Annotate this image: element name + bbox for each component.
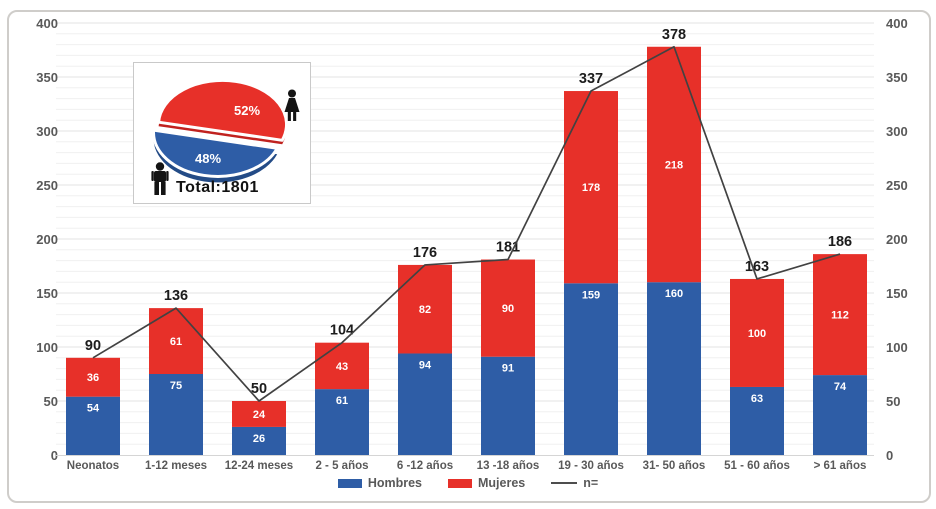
bar-segment-hombres — [315, 389, 369, 455]
bar-segment-mujeres — [647, 46, 701, 283]
y-axis-tick-left: 100 — [36, 340, 58, 355]
bar-value-hombres: 94 — [419, 359, 432, 371]
pie-total-label: Total:1801 — [176, 179, 259, 196]
gender-pie-chart: 52% 48% — [151, 78, 300, 195]
y-axis-tick-left: 300 — [36, 124, 58, 139]
bar-value-mujeres: 100 — [748, 328, 766, 340]
y-axis-tick-left: 200 — [36, 232, 58, 247]
bar-segment-mujeres — [66, 357, 120, 397]
bar-total-label: 50 — [251, 381, 267, 397]
y-axis-tick-left: 250 — [36, 178, 58, 193]
bar-value-mujeres: 112 — [831, 310, 849, 322]
legend-label-hombres: Hombres — [367, 476, 422, 490]
bar-value-mujeres: 178 — [582, 182, 600, 194]
chart-legend: Hombres Mujeres n= — [0, 476, 936, 490]
male-icon — [151, 162, 169, 195]
bar-segment-hombres — [398, 353, 452, 455]
bar-total-label: 104 — [330, 323, 354, 339]
x-axis-category-label: 1-12 meses — [145, 460, 207, 472]
bar-value-mujeres: 218 — [665, 159, 683, 171]
pie-label-hombres: 48% — [195, 151, 221, 166]
bar-value-hombres: 74 — [834, 381, 847, 393]
pie-inset-box: 52% 48% Total:1801 — [133, 62, 311, 204]
bar-value-hombres: 159 — [582, 289, 600, 301]
legend-item-mujeres: Mujeres — [448, 476, 525, 490]
bar-segment-mujeres — [730, 278, 784, 387]
x-axis-category-label: 19 - 30 años — [558, 460, 624, 472]
bar-segment-mujeres — [481, 259, 535, 357]
y-axis-tick-left: 0 — [51, 448, 58, 463]
bar-total-label: 163 — [745, 259, 769, 275]
bar-value-mujeres: 36 — [87, 372, 99, 384]
bar-segment-mujeres — [315, 342, 369, 390]
bar-segment-hombres — [730, 386, 784, 455]
y-axis-tick-left: 150 — [36, 286, 58, 301]
pie-label-mujeres: 52% — [234, 103, 260, 118]
bar-value-hombres: 75 — [170, 380, 182, 392]
bar-value-hombres: 61 — [336, 395, 348, 407]
bar-total-label: 136 — [164, 288, 188, 304]
female-icon — [284, 89, 300, 121]
bar-segment-hombres — [564, 283, 618, 455]
bar-segment-hombres — [232, 426, 286, 455]
n-line-swatch-icon — [551, 482, 578, 484]
y-axis-tick-right: 100 — [886, 340, 908, 355]
bar-value-mujeres: 43 — [336, 361, 348, 373]
bar-value-mujeres: 61 — [170, 336, 182, 348]
bar-value-mujeres: 82 — [419, 304, 431, 316]
bar-total-label: 186 — [828, 234, 852, 250]
x-axis-category-label: 6 -12 años — [397, 460, 453, 472]
x-axis-category-label: > 61 años — [814, 460, 867, 472]
legend-label-mujeres: Mujeres — [478, 476, 526, 490]
x-axis-category-label: Neonatos — [67, 460, 119, 472]
legend-item-n-line: n= — [551, 476, 598, 490]
bar-segment-hombres — [481, 356, 535, 455]
y-axis-tick-right: 200 — [886, 232, 908, 247]
y-axis-tick-right: 400 — [886, 16, 908, 31]
y-axis-tick-left: 350 — [36, 70, 58, 85]
bar-segment-mujeres — [232, 401, 286, 427]
n-total-line — [92, 45, 841, 402]
x-axis-category-label: 13 -18 años — [477, 460, 540, 472]
bar-total-label: 181 — [496, 240, 520, 256]
y-axis-tick-right: 150 — [886, 286, 908, 301]
y-axis-tick-right: 350 — [886, 70, 908, 85]
bar-value-hombres: 91 — [502, 363, 514, 375]
bar-value-hombres: 160 — [665, 288, 683, 300]
bar-value-mujeres: 90 — [502, 303, 514, 315]
pie-slice-hombres — [152, 128, 279, 178]
x-axis-category-label: 12-24 meses — [225, 460, 293, 472]
y-axis-tick-right: 50 — [886, 394, 900, 409]
bar-value-hombres: 54 — [87, 403, 100, 415]
y-axis-tick-right: 250 — [886, 178, 908, 193]
bar-segment-mujeres — [813, 254, 867, 376]
y-axis-tick-right: 300 — [886, 124, 908, 139]
x-axis-category-label: 51 - 60 años — [724, 460, 790, 472]
legend-item-hombres: Hombres — [337, 476, 422, 490]
bar-value-mujeres: 24 — [253, 409, 266, 421]
bar-total-label: 337 — [579, 71, 603, 87]
bar-total-label: 378 — [662, 27, 686, 43]
pie-slice-mujeres — [157, 78, 288, 142]
bar-value-hombres: 26 — [253, 433, 265, 445]
y-axis-tick-right: 0 — [886, 448, 893, 463]
bar-segment-hombres — [149, 374, 203, 455]
bar-total-label: 90 — [85, 338, 101, 354]
bar-segment-hombres — [647, 282, 701, 455]
bar-segment-hombres — [66, 396, 120, 455]
bar-segment-mujeres — [564, 91, 618, 284]
y-axis-tick-left: 50 — [44, 394, 58, 409]
mujeres-swatch-icon — [448, 478, 472, 488]
bar-total-label: 176 — [413, 245, 437, 261]
bar-segment-hombres — [813, 375, 867, 455]
hombres-swatch-icon — [337, 478, 362, 488]
bar-value-hombres: 63 — [751, 393, 763, 405]
y-axis-tick-left: 400 — [36, 16, 58, 31]
bar-segment-mujeres — [398, 264, 452, 354]
x-axis-category-label: 2 - 5 años — [315, 460, 368, 472]
legend-label-n: n= — [583, 476, 599, 490]
x-axis-category-label: 31- 50 años — [643, 460, 706, 472]
